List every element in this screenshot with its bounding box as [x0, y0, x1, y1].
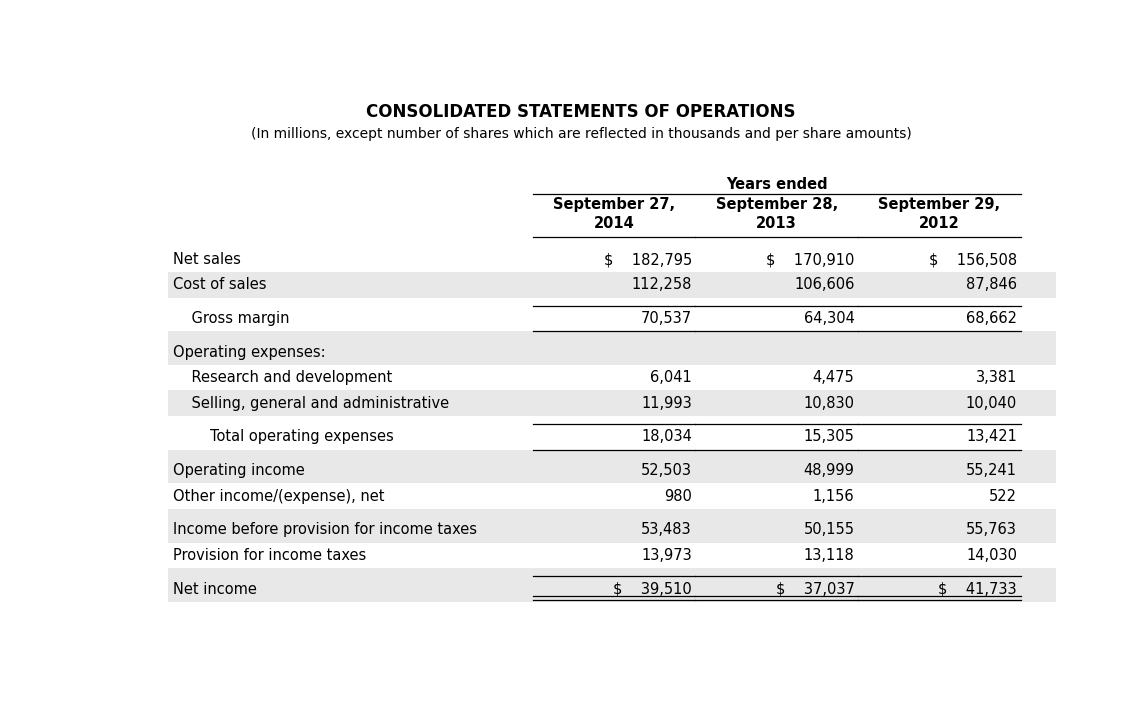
Text: Provision for income taxes: Provision for income taxes	[172, 548, 366, 562]
Text: 68,662: 68,662	[966, 311, 1017, 326]
Text: 70,537: 70,537	[641, 311, 692, 326]
Text: $    156,508: $ 156,508	[929, 252, 1017, 268]
Text: Income before provision for income taxes: Income before provision for income taxes	[172, 522, 476, 537]
Bar	[168, 365, 1056, 391]
Text: Cost of sales: Cost of sales	[172, 277, 266, 292]
Text: Years ended: Years ended	[726, 177, 828, 191]
Text: September 27,: September 27,	[553, 196, 675, 212]
Text: $    37,037: $ 37,037	[776, 582, 855, 596]
Bar	[168, 332, 1056, 340]
Bar	[168, 567, 1056, 577]
Bar	[168, 509, 1056, 517]
Text: 1,156: 1,156	[813, 489, 855, 503]
Bar	[168, 415, 1056, 425]
Text: 53,483: 53,483	[642, 522, 692, 537]
Text: Other income/(expense), net: Other income/(expense), net	[172, 489, 384, 503]
Bar	[168, 272, 1056, 298]
Text: 2014: 2014	[594, 215, 635, 231]
Bar	[168, 484, 1056, 509]
Text: 14,030: 14,030	[966, 548, 1017, 562]
Bar	[168, 247, 1056, 272]
Text: 55,763: 55,763	[966, 522, 1017, 537]
Text: 52,503: 52,503	[641, 463, 692, 478]
Text: 13,421: 13,421	[966, 429, 1017, 444]
Text: 4,475: 4,475	[813, 370, 855, 385]
Text: 11,993: 11,993	[641, 396, 692, 410]
Text: Selling, general and administrative: Selling, general and administrative	[172, 396, 449, 410]
Text: (In millions, except number of shares which are reflected in thousands and per s: (In millions, except number of shares wh…	[251, 127, 912, 141]
Bar	[168, 543, 1056, 567]
Text: 13,118: 13,118	[804, 548, 855, 562]
Text: Gross margin: Gross margin	[172, 311, 289, 326]
Text: 64,304: 64,304	[804, 311, 855, 326]
Text: $    39,510: $ 39,510	[613, 582, 692, 596]
Text: $    170,910: $ 170,910	[767, 252, 855, 268]
Text: 50,155: 50,155	[804, 522, 855, 537]
Text: September 29,: September 29,	[878, 196, 1000, 212]
Text: 18,034: 18,034	[641, 429, 692, 444]
Text: 15,305: 15,305	[804, 429, 855, 444]
Text: 112,258: 112,258	[632, 277, 692, 292]
Text: 55,241: 55,241	[966, 463, 1017, 478]
Text: CONSOLIDATED STATEMENTS OF OPERATIONS: CONSOLIDATED STATEMENTS OF OPERATIONS	[366, 103, 796, 122]
Text: 106,606: 106,606	[794, 277, 855, 292]
Bar	[168, 517, 1056, 543]
Text: Research and development: Research and development	[172, 370, 391, 385]
Text: Operating expenses:: Operating expenses:	[172, 345, 325, 360]
Text: 980: 980	[665, 489, 692, 503]
Bar	[168, 391, 1056, 415]
Text: 6,041: 6,041	[650, 370, 692, 385]
Bar	[168, 298, 1056, 306]
Text: 10,040: 10,040	[966, 396, 1017, 410]
Text: 13,973: 13,973	[641, 548, 692, 562]
Text: 87,846: 87,846	[966, 277, 1017, 292]
Text: 3,381: 3,381	[975, 370, 1017, 385]
Text: September 28,: September 28,	[716, 196, 838, 212]
Text: 48,999: 48,999	[804, 463, 855, 478]
Bar	[168, 450, 1056, 458]
Text: 10,830: 10,830	[804, 396, 855, 410]
Bar	[168, 458, 1056, 484]
Bar	[168, 340, 1056, 365]
Bar	[168, 577, 1056, 602]
Text: Net income: Net income	[172, 582, 256, 596]
Bar	[168, 425, 1056, 450]
Text: Total operating expenses: Total operating expenses	[172, 429, 393, 444]
Text: 2012: 2012	[919, 215, 959, 231]
Bar	[168, 306, 1056, 332]
Text: Net sales: Net sales	[172, 252, 240, 268]
Text: $    41,733: $ 41,733	[939, 582, 1017, 596]
Text: 2013: 2013	[756, 215, 797, 231]
Text: Operating income: Operating income	[172, 463, 304, 478]
Text: $    182,795: $ 182,795	[603, 252, 692, 268]
Text: 522: 522	[989, 489, 1017, 503]
